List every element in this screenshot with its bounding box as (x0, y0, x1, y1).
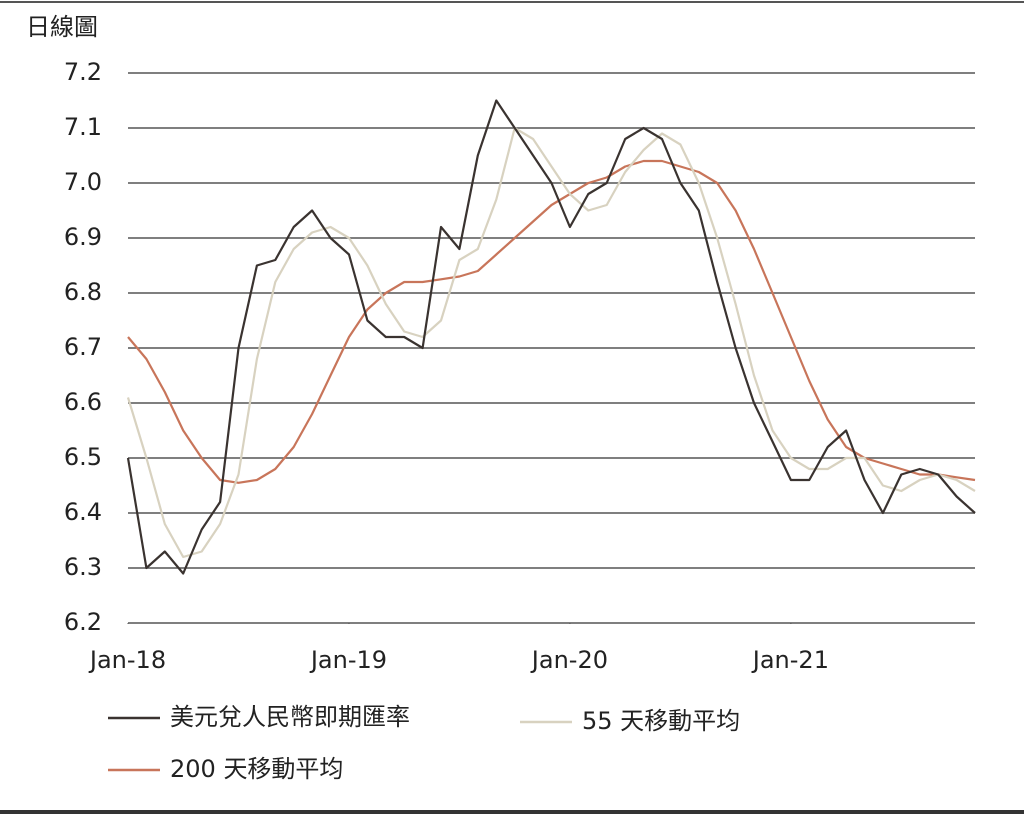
x-tick-label: Jan-18 (88, 646, 166, 674)
y-tick-label: 7.1 (64, 113, 102, 141)
legend-label: 55 天移動平均 (582, 707, 740, 735)
y-tick-label: 7.0 (64, 168, 102, 196)
legend-label: 200 天移動平均 (170, 755, 343, 783)
legend-label: 美元兌人民幣即期匯率 (170, 703, 410, 731)
y-tick-label: 6.4 (64, 498, 102, 526)
series-line (126, 99, 976, 575)
series-line (126, 126, 976, 559)
y-tick-label: 6.9 (64, 223, 102, 251)
x-tick-label: Jan-21 (751, 646, 829, 674)
y-tick-label: 6.2 (64, 608, 102, 636)
y-tick-label: 7.2 (64, 58, 102, 86)
y-tick-label: 6.3 (64, 553, 102, 581)
y-tick-label: 6.5 (64, 443, 102, 471)
x-tick-label: Jan-20 (530, 646, 608, 674)
y-tick-label: 6.7 (64, 333, 102, 361)
y-tick-label: 6.8 (64, 278, 102, 306)
y-tick-label: 6.6 (64, 388, 102, 416)
series-line (127, 159, 976, 484)
x-tick-label: Jan-19 (309, 646, 387, 674)
chart-title: 日線圖 (26, 13, 98, 41)
